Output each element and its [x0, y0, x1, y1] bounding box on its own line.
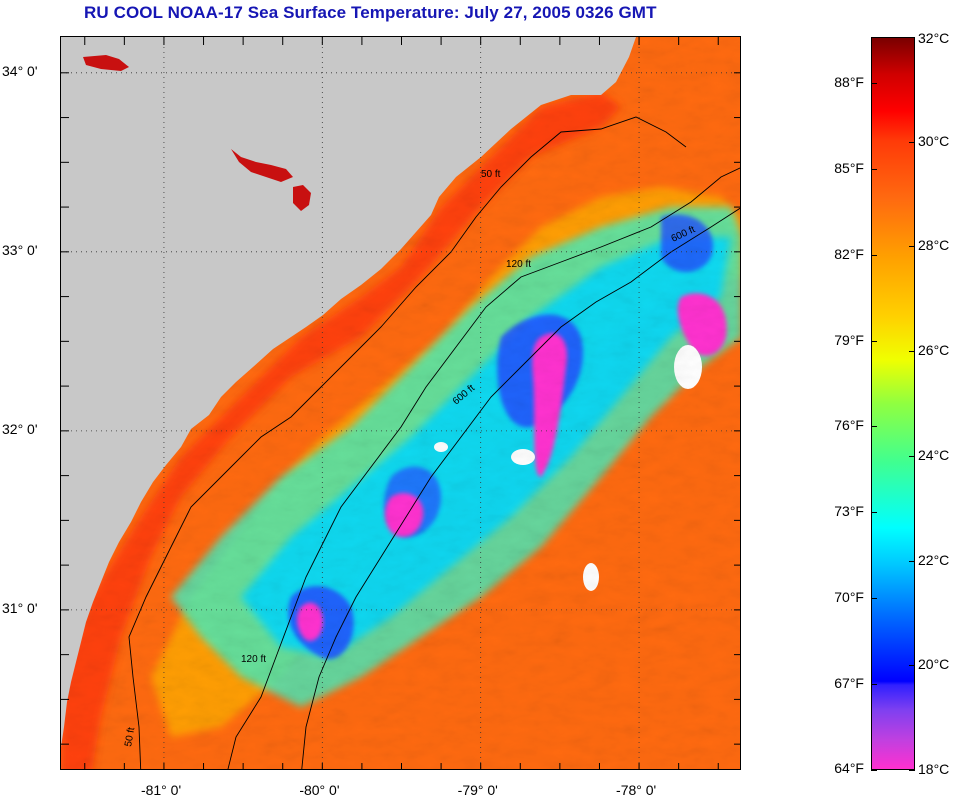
latitude-label: 31° 0' — [2, 599, 38, 616]
celsius-label: 30°C — [918, 132, 950, 149]
temperature-colorbar — [871, 37, 915, 770]
colorbar-tick — [909, 37, 915, 38]
contour-600ft — [301, 207, 740, 769]
latitude-label: 33° 0' — [2, 241, 38, 258]
fahrenheit-label: 67°F — [834, 675, 864, 692]
inland-water — [231, 149, 293, 182]
colorbar-tick — [909, 770, 915, 771]
colorbar-tick — [871, 512, 877, 514]
colorbar-tick — [909, 455, 915, 457]
contour-120ft — [227, 167, 740, 769]
colorbar-tick — [871, 684, 877, 686]
colorbar-tick — [871, 340, 877, 342]
contour-50ft — [128, 116, 687, 769]
celsius-label: 26°C — [918, 342, 950, 359]
fahrenheit-label: 85°F — [834, 159, 864, 176]
fahrenheit-label: 73°F — [834, 503, 864, 520]
longitude-label: -79° 0' — [457, 782, 498, 798]
celsius-label: 28°C — [918, 237, 950, 254]
graticule — [61, 37, 740, 769]
colorbar-tick — [909, 246, 915, 248]
contour-label: 120 ft — [506, 259, 531, 270]
fahrenheit-label: 79°F — [834, 331, 864, 348]
celsius-label: 22°C — [918, 551, 950, 568]
map-title: RU COOL NOAA-17 Sea Surface Temperature:… — [84, 3, 657, 22]
sst-map[interactable]: 50 ft 120 ft 120 ft 600 ft 600 ft 50 ft — [60, 36, 741, 770]
longitude-label: -78° 0' — [616, 782, 657, 798]
inland-water — [83, 55, 129, 71]
colorbar-tick — [871, 82, 877, 84]
map-canvas: 50 ft 120 ft 120 ft 600 ft 600 ft 50 ft — [61, 37, 740, 769]
colorbar-tick — [871, 598, 877, 600]
fahrenheit-label: 64°F — [834, 760, 864, 776]
colorbar-tick — [871, 770, 877, 771]
land — [61, 37, 636, 747]
colorbar-tick — [909, 351, 915, 353]
colorbar-tick — [909, 665, 915, 667]
colorbar-tick — [871, 426, 877, 428]
longitude-label: -80° 0' — [299, 782, 340, 798]
colorbar-tick — [909, 141, 915, 143]
contour-label: 120 ft — [241, 654, 266, 665]
celsius-label: 20°C — [918, 656, 950, 673]
colorbar-tick — [871, 254, 877, 256]
inland-water — [293, 185, 311, 211]
colorbar-tick — [909, 560, 915, 562]
celsius-label: 18°C — [918, 761, 950, 777]
longitude-label: -81° 0' — [140, 782, 182, 798]
fahrenheit-label: 76°F — [834, 417, 864, 434]
latitude-label: 32° 0' — [2, 420, 38, 437]
celsius-label: 32°C — [918, 30, 950, 46]
colorbar-tick — [871, 168, 877, 170]
latitude-label: 34° 0' — [2, 62, 38, 79]
celsius-label: 24°C — [918, 446, 950, 463]
fahrenheit-label: 88°F — [834, 73, 864, 90]
contour-label: 50 ft — [123, 726, 137, 747]
fahrenheit-label: 82°F — [834, 245, 864, 262]
fahrenheit-label: 70°F — [834, 589, 864, 606]
contour-label: 50 ft — [481, 169, 501, 180]
